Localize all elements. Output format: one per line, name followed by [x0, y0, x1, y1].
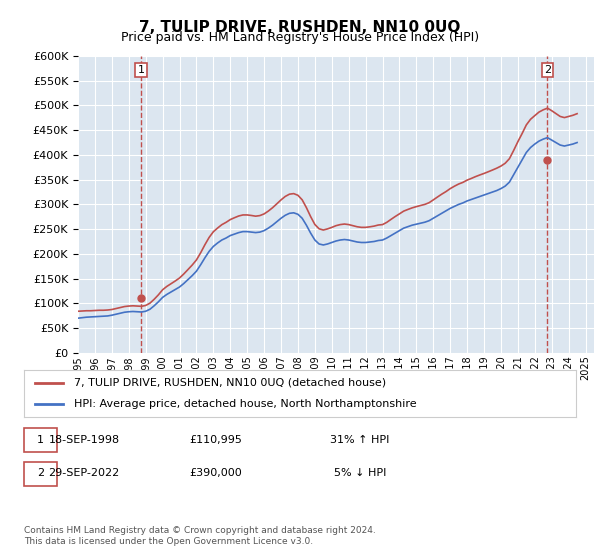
Text: Price paid vs. HM Land Registry's House Price Index (HPI): Price paid vs. HM Land Registry's House …: [121, 31, 479, 44]
Text: 1: 1: [137, 65, 145, 75]
Text: £390,000: £390,000: [190, 468, 242, 478]
Text: 2: 2: [37, 468, 44, 478]
Text: £110,995: £110,995: [190, 435, 242, 445]
Text: 29-SEP-2022: 29-SEP-2022: [49, 468, 119, 478]
Text: 7, TULIP DRIVE, RUSHDEN, NN10 0UQ: 7, TULIP DRIVE, RUSHDEN, NN10 0UQ: [139, 20, 461, 35]
Text: HPI: Average price, detached house, North Northamptonshire: HPI: Average price, detached house, Nort…: [74, 399, 416, 409]
Text: 5% ↓ HPI: 5% ↓ HPI: [334, 468, 386, 478]
Text: 2: 2: [544, 65, 551, 75]
Text: 31% ↑ HPI: 31% ↑ HPI: [331, 435, 389, 445]
Text: 1: 1: [37, 435, 44, 445]
Text: 7, TULIP DRIVE, RUSHDEN, NN10 0UQ (detached house): 7, TULIP DRIVE, RUSHDEN, NN10 0UQ (detac…: [74, 378, 386, 388]
Text: 18-SEP-1998: 18-SEP-1998: [49, 435, 119, 445]
Text: Contains HM Land Registry data © Crown copyright and database right 2024.
This d: Contains HM Land Registry data © Crown c…: [24, 526, 376, 546]
